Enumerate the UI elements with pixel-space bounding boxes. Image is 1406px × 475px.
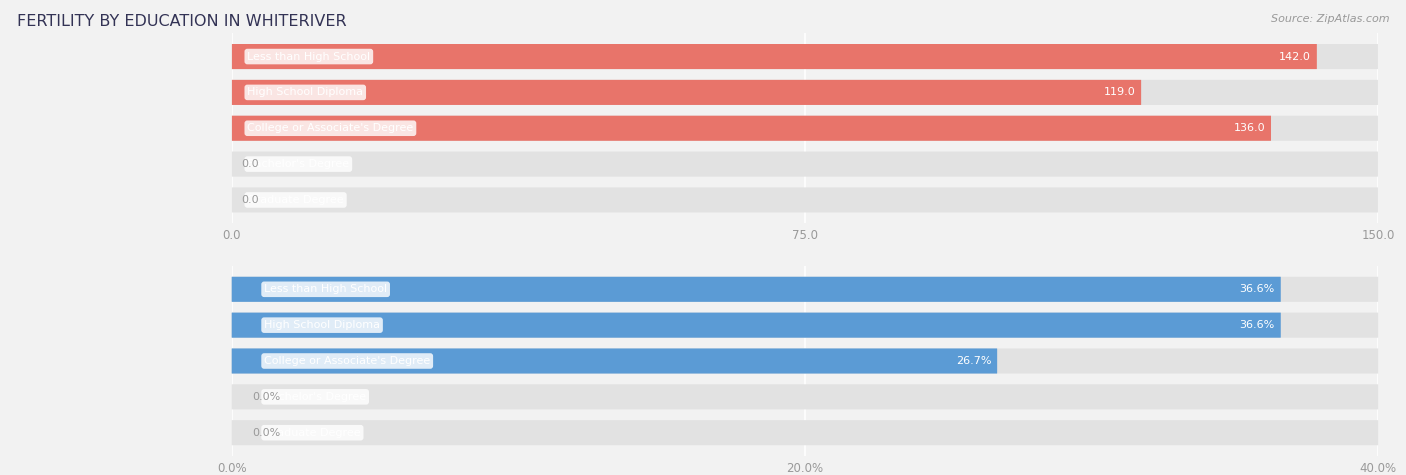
Text: 0.0%: 0.0% [252, 428, 280, 437]
Text: 142.0: 142.0 [1279, 52, 1310, 62]
FancyBboxPatch shape [232, 420, 1378, 445]
Text: Less than High School: Less than High School [264, 285, 387, 294]
Text: FERTILITY BY EDUCATION IN WHITERIVER: FERTILITY BY EDUCATION IN WHITERIVER [17, 14, 346, 29]
Text: High School Diploma: High School Diploma [264, 320, 380, 330]
FancyBboxPatch shape [232, 116, 1378, 141]
Text: Graduate Degree: Graduate Degree [247, 195, 344, 205]
FancyBboxPatch shape [232, 313, 1281, 338]
FancyBboxPatch shape [232, 384, 1378, 409]
FancyBboxPatch shape [232, 80, 1142, 105]
Text: Less than High School: Less than High School [247, 52, 370, 62]
Text: 119.0: 119.0 [1104, 87, 1135, 97]
FancyBboxPatch shape [232, 188, 1378, 212]
Text: 136.0: 136.0 [1233, 123, 1265, 133]
Text: 36.6%: 36.6% [1240, 285, 1275, 294]
FancyBboxPatch shape [232, 277, 1378, 302]
Text: 0.0%: 0.0% [252, 392, 280, 402]
FancyBboxPatch shape [232, 44, 1317, 69]
Text: 26.7%: 26.7% [956, 356, 991, 366]
Text: 36.6%: 36.6% [1240, 320, 1275, 330]
FancyBboxPatch shape [232, 349, 997, 373]
FancyBboxPatch shape [232, 152, 1378, 177]
FancyBboxPatch shape [232, 80, 1378, 105]
Text: Bachelor's Degree: Bachelor's Degree [264, 392, 366, 402]
FancyBboxPatch shape [232, 44, 1378, 69]
FancyBboxPatch shape [232, 116, 1271, 141]
Text: College or Associate's Degree: College or Associate's Degree [264, 356, 430, 366]
Text: 0.0: 0.0 [242, 159, 259, 169]
FancyBboxPatch shape [232, 313, 1378, 338]
Text: 0.0: 0.0 [242, 195, 259, 205]
Text: College or Associate's Degree: College or Associate's Degree [247, 123, 413, 133]
Text: Source: ZipAtlas.com: Source: ZipAtlas.com [1271, 14, 1389, 24]
FancyBboxPatch shape [232, 277, 1281, 302]
Text: Graduate Degree: Graduate Degree [264, 428, 361, 437]
Text: Bachelor's Degree: Bachelor's Degree [247, 159, 350, 169]
FancyBboxPatch shape [232, 349, 1378, 373]
Text: High School Diploma: High School Diploma [247, 87, 363, 97]
